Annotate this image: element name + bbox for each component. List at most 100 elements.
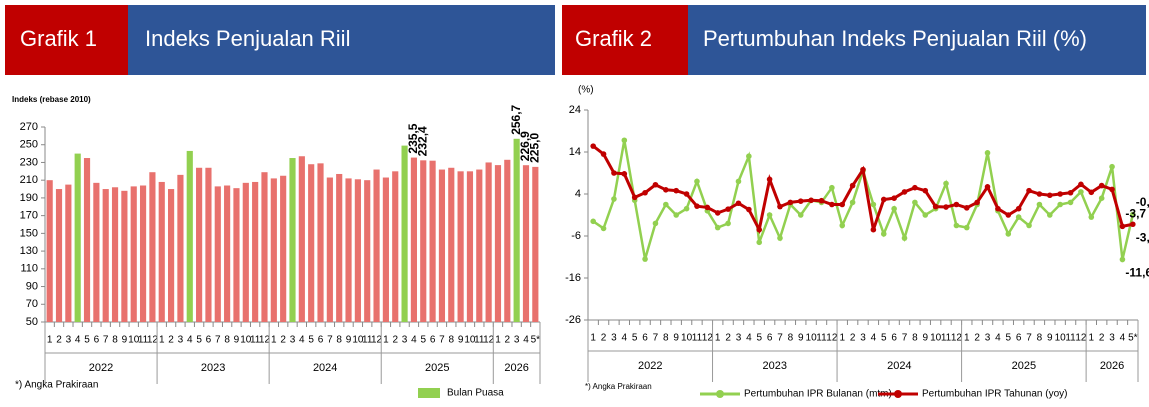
x-tick-label: 10 — [128, 335, 140, 346]
x-tick-label: 8 — [788, 333, 794, 344]
point — [880, 231, 887, 237]
x-tick-label: 2 — [505, 335, 511, 346]
point — [839, 222, 846, 229]
figure-label-box — [562, 5, 688, 75]
y-tick-label: 110 — [20, 263, 38, 275]
point — [642, 256, 648, 262]
point — [631, 194, 638, 201]
y-tick-label: -6 — [571, 230, 581, 242]
x-tick-label: 1 — [159, 335, 165, 346]
point — [1109, 186, 1115, 193]
x-tick-label: 5 — [1006, 333, 1012, 344]
value-label: 232,4 — [415, 126, 429, 156]
figure-label-box — [5, 5, 128, 75]
x-tick-label: 3 — [985, 333, 991, 344]
x-tick-label: 3 — [514, 335, 520, 346]
x-tick-label: 9 — [1047, 333, 1053, 344]
bar — [111, 187, 119, 322]
point — [777, 235, 783, 241]
year-label: 2026 — [1100, 360, 1124, 372]
point — [1098, 195, 1105, 201]
bar — [186, 150, 193, 322]
point — [1026, 187, 1032, 194]
point — [735, 200, 742, 207]
bar — [196, 167, 203, 322]
x-tick-label: 11 — [816, 333, 827, 344]
y-tick-label: -16 — [565, 272, 581, 284]
x-tick-label: 5 — [756, 333, 762, 344]
x-tick-label: 12 — [371, 335, 383, 346]
footnote: *) Angka Prakiraan — [15, 380, 98, 391]
point — [600, 225, 607, 232]
y-axis-label: (%) — [578, 85, 594, 96]
x-tick-label: 11 — [362, 335, 373, 346]
bar — [177, 174, 184, 322]
x-tick-label: 8 — [336, 335, 342, 346]
point — [901, 189, 908, 195]
x-tick-label: 5* — [1128, 333, 1138, 344]
legend-label: Bulan Puasa — [447, 388, 504, 399]
point — [1078, 181, 1084, 188]
y-tick-label: -26 — [565, 314, 581, 326]
x-tick-label: 1 — [383, 335, 389, 346]
point — [777, 203, 783, 210]
point — [1046, 192, 1053, 199]
year-label: 2023 — [201, 362, 225, 374]
chart-title: Indeks Penjualan Riil — [145, 26, 350, 51]
year-label: 2023 — [763, 360, 787, 372]
point — [995, 205, 1001, 212]
x-tick-label: 9 — [122, 335, 128, 346]
bar — [270, 178, 277, 322]
bar — [513, 138, 520, 322]
bar — [410, 157, 417, 322]
x-tick-label: 2 — [392, 335, 398, 346]
point — [694, 203, 700, 209]
year-label: 2025 — [425, 362, 449, 374]
x-tick-label: 1 — [839, 333, 845, 344]
point — [621, 137, 628, 144]
x-tick-label: 6 — [206, 335, 212, 346]
x-tick-label: 3 — [66, 335, 72, 346]
point — [704, 204, 711, 211]
bar — [74, 153, 81, 322]
point — [663, 187, 669, 193]
bar — [65, 184, 72, 322]
y-tick-label: 50 — [26, 316, 38, 328]
bar — [504, 159, 511, 322]
point — [1005, 212, 1012, 218]
point — [870, 226, 877, 233]
point — [735, 178, 742, 185]
bar — [466, 171, 474, 322]
x-tick-label: 5 — [196, 335, 202, 346]
x-tick-label: 9 — [673, 333, 679, 344]
point — [1026, 222, 1032, 229]
footnote: *) Angka Prakiraan — [585, 382, 652, 391]
x-tick-label: 2 — [974, 333, 980, 344]
point — [1046, 212, 1053, 218]
point — [1057, 191, 1063, 197]
value-label: -3,2 — [1136, 230, 1149, 244]
point — [953, 201, 960, 208]
y-tick-label: 170 — [20, 210, 38, 222]
x-tick-label: 9 — [922, 333, 928, 344]
point — [756, 226, 763, 233]
year-label: 2026 — [504, 362, 528, 374]
x-tick-label: 3 — [860, 333, 866, 344]
x-tick-label: 2 — [56, 335, 62, 346]
point — [1036, 201, 1043, 208]
point — [922, 187, 929, 194]
figure-label: Grafik 1 — [20, 26, 97, 51]
x-tick-label: 2 — [850, 333, 856, 344]
point — [1098, 182, 1105, 189]
bar — [448, 167, 455, 322]
x-tick-label: 7 — [215, 335, 221, 346]
point — [694, 178, 700, 185]
y-tick-label: 230 — [20, 156, 38, 168]
point — [943, 204, 949, 210]
point — [590, 218, 596, 225]
bar — [420, 160, 427, 322]
x-tick-label: 10 — [464, 335, 476, 346]
point — [891, 205, 897, 212]
bar — [308, 164, 315, 322]
